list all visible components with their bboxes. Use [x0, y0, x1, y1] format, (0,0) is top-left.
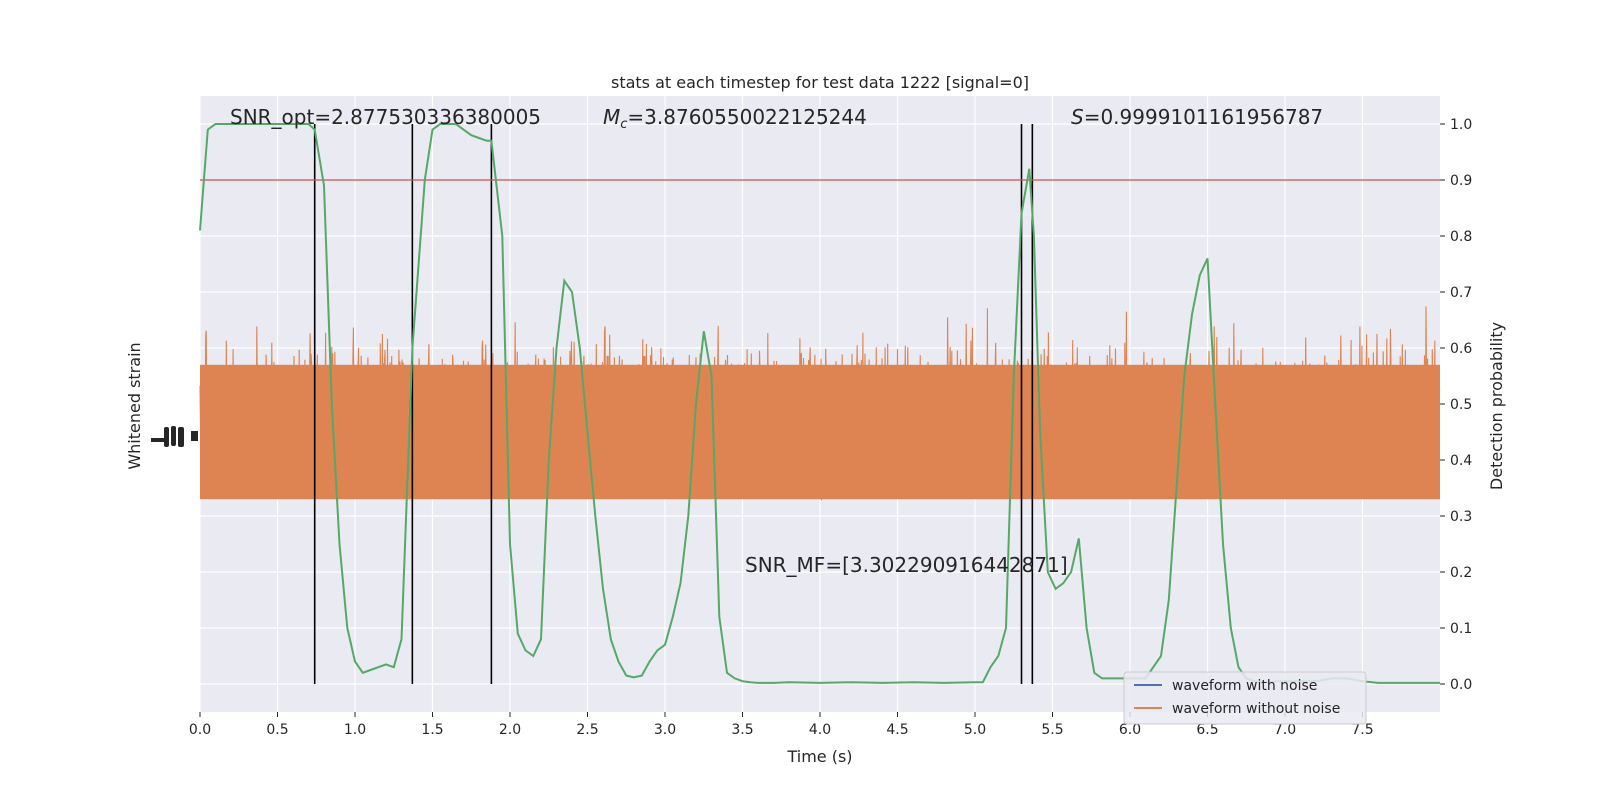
- y-tick-label: 1.0: [1450, 117, 1472, 133]
- y-tick-label: 0.6: [1450, 341, 1472, 357]
- left-tick-smudge: [178, 427, 184, 447]
- y-right-axis-ticks: 0.0 0.1 0.2 0.3 0.4 0.5 0.6 0.7 0.8 0.9 1.0: [1440, 117, 1472, 693]
- x-tick-label: 0.0: [189, 722, 211, 738]
- chirp-mass-annotation: Mc=3.8760550022125244: [603, 105, 867, 132]
- y-tick-label: 0.5: [1450, 397, 1472, 413]
- snr-mf-annotation: SNR_MF=[3.302290916442871]: [745, 553, 1068, 577]
- x-tick-label: 2.0: [499, 722, 521, 738]
- score-annotation: S=0.9999101161956787: [1071, 105, 1323, 129]
- left-tick-smudge: [171, 426, 176, 446]
- legend: waveform with noise waveform without noi…: [1123, 671, 1367, 725]
- x-axis-label: Time (s): [786, 747, 852, 766]
- chart-title: stats at each timestep for test data 122…: [611, 73, 1029, 92]
- x-tick-label: 1.5: [421, 722, 443, 738]
- y-tick-label: 0.8: [1450, 229, 1472, 245]
- legend-label-with-noise: waveform with noise: [1172, 678, 1317, 694]
- x-tick-label: 4.0: [809, 722, 831, 738]
- x-tick-label: 3.0: [654, 722, 676, 738]
- y-tick-label: 0.1: [1450, 621, 1472, 637]
- left-tick-smudge: [191, 431, 198, 441]
- y-right-axis-label: Detection probability: [1487, 322, 1506, 490]
- mc-symbol: M: [603, 105, 620, 129]
- x-tick-label: 6.0: [1119, 722, 1141, 738]
- x-tick-label: 7.5: [1351, 722, 1373, 738]
- x-tick-label: 2.5: [576, 722, 598, 738]
- x-tick-label: 6.5: [1196, 722, 1218, 738]
- x-tick-label: 3.5: [731, 722, 753, 738]
- snr-opt-annotation: SNR_opt=2.877530336380005: [230, 105, 541, 129]
- legend-box: [1123, 671, 1367, 725]
- left-tick-smudge: [164, 427, 169, 447]
- mc-value: =3.8760550022125244: [627, 105, 866, 129]
- x-tick-label: 5.5: [1041, 722, 1063, 738]
- x-tick-label: 5.0: [964, 722, 986, 738]
- x-tick-label: 0.5: [266, 722, 288, 738]
- x-tick-label: 7.0: [1274, 722, 1296, 738]
- y-left-axis-label: Whitened strain: [125, 342, 144, 469]
- x-tick-label: 4.5: [886, 722, 908, 738]
- s-value: =0.9999101161956787: [1084, 105, 1323, 129]
- s-symbol: S: [1071, 105, 1084, 129]
- left-tick-smudge: [151, 438, 169, 442]
- detection-probability-line: [199, 123, 1440, 684]
- y-tick-label: 0.9: [1450, 173, 1472, 189]
- y-tick-label: 0.7: [1450, 285, 1472, 301]
- mc-subscript: c: [620, 117, 627, 132]
- y-tick-label: 0.4: [1450, 453, 1472, 469]
- y-tick-label: 0.0: [1450, 677, 1472, 693]
- legend-label-without-noise: waveform without noise: [1172, 701, 1340, 717]
- x-tick-label: 1.0: [344, 722, 366, 738]
- y-tick-label: 0.3: [1450, 509, 1472, 525]
- x-axis-ticks: 0.0 0.5 1.0 1.5 2.0 2.5 3.0 3.5 4.0 4.5 5.0 5.5 6.0 6…: [189, 712, 1374, 738]
- strain-core-band: [200, 364, 1440, 500]
- y-tick-label: 0.2: [1450, 565, 1472, 581]
- left-axis-blob: [151, 426, 198, 447]
